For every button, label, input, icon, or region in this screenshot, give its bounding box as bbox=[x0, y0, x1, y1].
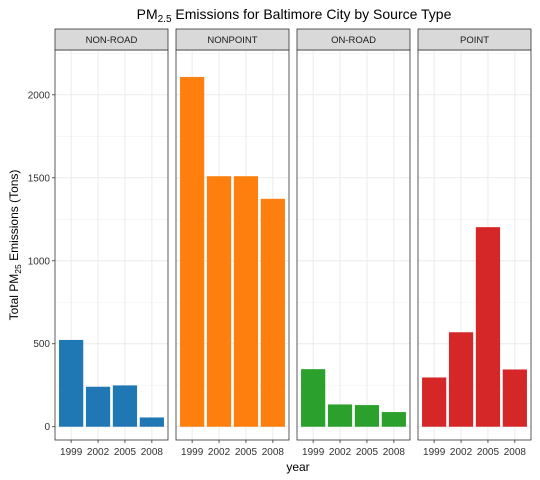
facet-strip bbox=[175, 28, 290, 51]
y-axis-label-prefix: Total PM bbox=[7, 274, 21, 321]
y-axis: 0 500 1000 1500 2000 bbox=[28, 90, 55, 433]
x-tick-label: 2008 bbox=[383, 447, 406, 458]
x-tick-label: 1999 bbox=[423, 447, 446, 458]
x-tick-label: 2002 bbox=[329, 447, 352, 458]
chart-title: PM2.5 Emissions for Baltimore City by So… bbox=[137, 6, 452, 25]
x-tick-label: 2005 bbox=[235, 447, 258, 458]
bar-nonpoint-2002 bbox=[206, 176, 232, 427]
x-tick-label: 2005 bbox=[356, 447, 379, 458]
x-tick-label: 1999 bbox=[60, 447, 83, 458]
chart-title-prefix: PM bbox=[137, 6, 158, 22]
bar-non-road-1999 bbox=[59, 339, 84, 427]
bar-on-road-2005 bbox=[354, 405, 380, 427]
facet-panel-point: POINT 1999 2002 2005 2008 bbox=[417, 28, 532, 458]
x-tick-label: 2005 bbox=[477, 447, 500, 458]
bar-point-2008 bbox=[502, 369, 527, 427]
x-axis-label: year bbox=[286, 460, 309, 474]
facet-panel-non-road: NON-ROAD 1999 2002 2005 2008 bbox=[54, 28, 169, 458]
x-tick-label: 2008 bbox=[141, 447, 164, 458]
bar-nonpoint-2005 bbox=[233, 176, 259, 427]
facet-strip-label: NON-ROAD bbox=[86, 35, 138, 46]
chart-title-suffix: Emissions for Baltimore City by Source T… bbox=[172, 6, 452, 22]
facet-strip-label: NONPOINT bbox=[207, 35, 257, 46]
facet-panel-on-road: ON-ROAD 1999 2002 2005 2008 bbox=[296, 28, 411, 458]
bar-point-2002 bbox=[448, 332, 474, 427]
x-tick-label: 1999 bbox=[181, 447, 204, 458]
bar-non-road-2008 bbox=[139, 417, 164, 427]
bar-non-road-2002 bbox=[85, 386, 111, 427]
bar-non-road-2005 bbox=[112, 385, 138, 427]
y-tick-label: 500 bbox=[33, 339, 50, 350]
x-tick-label: 1999 bbox=[302, 447, 325, 458]
facet-strip bbox=[296, 28, 411, 51]
y-axis-label: Total PM25 Emissions (Tons) bbox=[7, 170, 23, 321]
bar-on-road-2002 bbox=[327, 404, 353, 427]
y-tick-label: 0 bbox=[44, 422, 50, 433]
bar-on-road-2008 bbox=[381, 412, 406, 427]
bar-point-1999 bbox=[422, 377, 447, 427]
facet-strip bbox=[417, 28, 532, 51]
facet-strip-label: POINT bbox=[460, 35, 489, 46]
x-tick-label: 2002 bbox=[208, 447, 231, 458]
x-tick-label: 2008 bbox=[504, 447, 527, 458]
facet-panels: NON-ROAD 1999 2002 2005 2008 NONPOINT 1999 2002… bbox=[54, 28, 532, 458]
bar-nonpoint-1999 bbox=[180, 76, 205, 427]
facet-panel-nonpoint: NONPOINT 1999 2002 2005 2008 bbox=[175, 28, 290, 458]
y-tick-label: 1000 bbox=[28, 256, 51, 267]
x-tick-label: 2008 bbox=[262, 447, 285, 458]
bar-point-2005 bbox=[475, 227, 501, 427]
bar-nonpoint-2008 bbox=[260, 198, 285, 427]
facet-strip bbox=[54, 28, 169, 51]
x-tick-label: 2005 bbox=[114, 447, 137, 458]
chart-title-subscript: 2.5 bbox=[158, 14, 172, 25]
facet-strip-label: ON-ROAD bbox=[331, 35, 376, 46]
y-axis-label-suffix: Emissions (Tons) bbox=[7, 170, 21, 265]
y-axis-label-subscript: 25 bbox=[13, 264, 23, 274]
x-tick-label: 2002 bbox=[87, 447, 110, 458]
bar-on-road-1999 bbox=[301, 369, 326, 427]
y-tick-label: 2000 bbox=[28, 90, 51, 101]
x-tick-label: 2002 bbox=[450, 447, 473, 458]
y-tick-label: 1500 bbox=[28, 173, 51, 184]
